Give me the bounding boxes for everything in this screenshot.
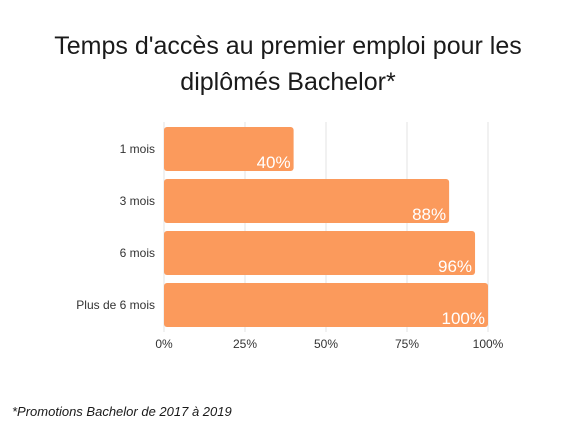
x-tick-label-100: 100% (473, 337, 504, 351)
data-label-1: 88% (412, 205, 446, 224)
category-label-3: Plus de 6 mois (76, 298, 155, 312)
x-tick-label-75: 75% (395, 337, 419, 351)
category-label-2: 6 mois (120, 246, 155, 260)
x-tick-label-0: 0% (155, 337, 173, 351)
chart-title: Temps d'accès au premier emploi pour les… (0, 28, 576, 100)
bar-2 (164, 231, 476, 275)
data-label-0: 40% (257, 153, 291, 172)
category-label-1: 3 mois (120, 194, 155, 208)
category-label-0: 1 mois (120, 142, 155, 156)
chart-title-line-2: diplômés Bachelor* (180, 68, 396, 96)
bar-1 (164, 179, 450, 223)
x-tick-label-50: 50% (314, 337, 338, 351)
bar-3 (164, 283, 488, 327)
bar-0 (164, 127, 294, 171)
chart-title-line-1: Temps d'accès au premier emploi pour les (54, 32, 522, 60)
data-label-3: 100% (442, 309, 485, 328)
footnote: *Promotions Bachelor de 2017 à 2019 (12, 404, 232, 419)
x-tick-label-25: 25% (233, 337, 257, 351)
data-label-2: 96% (438, 257, 472, 276)
